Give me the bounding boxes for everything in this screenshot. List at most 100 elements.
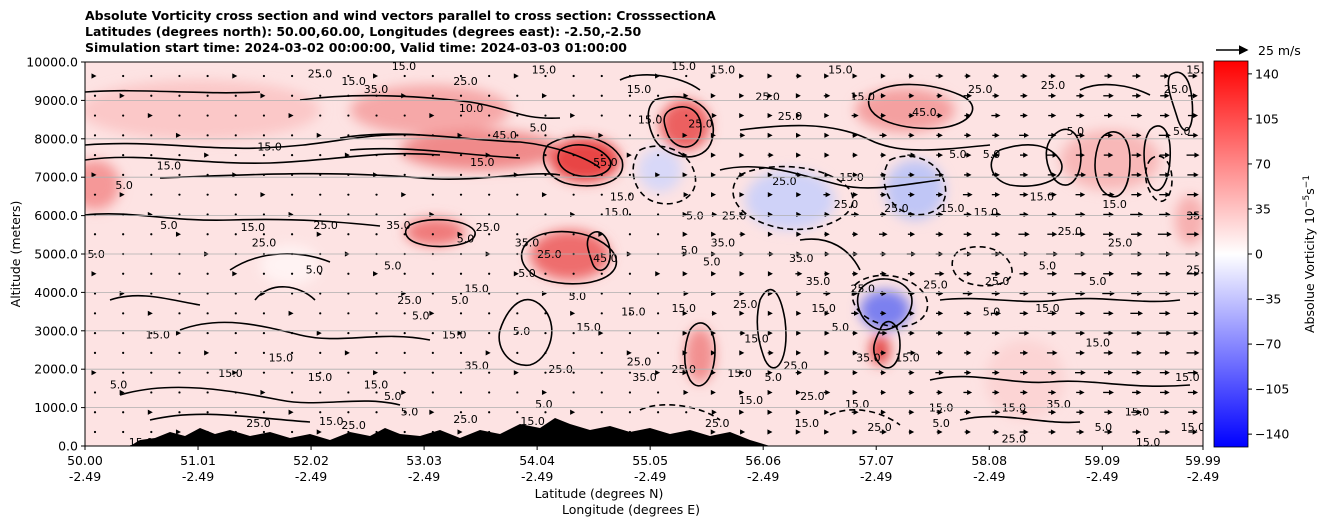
contour-label: 25.0: [453, 413, 478, 426]
wind-vector: [234, 292, 237, 295]
wind-vector: [1020, 370, 1028, 376]
wind-vector: [710, 330, 716, 336]
wind-vector: [431, 371, 434, 374]
wind-vector: [93, 213, 97, 216]
wind-vector: [93, 312, 97, 315]
wind-vector: [1157, 231, 1172, 237]
wind-vector: [288, 112, 294, 119]
x-tick-label-lat: 59.09: [1084, 453, 1120, 468]
wind-vector: [598, 132, 604, 138]
wind-vector: [290, 430, 294, 434]
wind-vector: [431, 94, 434, 97]
wind-vector: [1020, 93, 1028, 99]
wind-vector: [178, 411, 181, 414]
wind-vector: [711, 231, 717, 237]
wind-vector: [122, 411, 125, 414]
field-patch: [1175, 195, 1203, 245]
wind-vector: [457, 231, 463, 237]
wind-vector: [572, 154, 575, 157]
wind-vector: [488, 411, 491, 414]
contour-label: 25.0: [1002, 432, 1027, 445]
wind-vector: [964, 152, 972, 158]
wind-vector: [572, 74, 575, 78]
wind-vector: [403, 213, 406, 216]
wind-vector: [964, 73, 971, 79]
wind-vector: [150, 154, 153, 157]
wind-vector: [823, 93, 831, 99]
wind-vector: [488, 312, 491, 315]
contour-label: 25.0: [1108, 236, 1133, 249]
wind-vector: [1047, 271, 1058, 277]
wind-vector: [316, 132, 322, 138]
wind-vector: [1019, 429, 1029, 435]
wind-vector: [572, 430, 575, 434]
contour-label: 5.0: [703, 256, 721, 269]
wind-vector: [879, 231, 888, 237]
wind-vector: [544, 411, 547, 414]
wind-vector: [516, 312, 519, 315]
wind-vector: [682, 370, 688, 376]
wind-vector: [544, 332, 547, 335]
contour-label: 35.0: [856, 352, 881, 365]
wind-vector: [767, 330, 773, 336]
wind-vector: [373, 370, 379, 376]
wind-vector: [319, 193, 322, 196]
wind-vector: [150, 233, 153, 236]
wind-vector: [880, 389, 887, 396]
wind-vector: [147, 112, 153, 119]
quiver-key-label: 25 m/s: [1258, 43, 1301, 58]
wind-vector: [516, 134, 519, 137]
wind-vector: [516, 292, 519, 295]
wind-vector: [1020, 112, 1028, 119]
wind-vector: [710, 389, 716, 396]
wind-vector: [206, 371, 209, 374]
wind-vector: [628, 134, 632, 137]
wind-vector: [655, 172, 661, 178]
wind-vector: [990, 310, 1002, 316]
wind-vector: [600, 272, 603, 275]
wind-vector: [936, 389, 943, 396]
wind-vector: [262, 154, 266, 157]
contour-label: 5.0: [451, 294, 469, 307]
wind-vector: [796, 350, 802, 356]
wind-vector: [316, 330, 322, 336]
wind-vectors: [91, 73, 1201, 435]
wind-vector: [488, 193, 491, 196]
wind-vector: [232, 172, 238, 178]
contour-label: 35.0: [515, 236, 540, 249]
wind-vector: [344, 152, 350, 158]
quiver-key: 25 m/s: [1216, 43, 1301, 58]
wind-vector: [964, 429, 971, 435]
contour-label: 25.0: [705, 417, 730, 430]
wind-vector: [739, 132, 746, 138]
wind-vector: [1019, 271, 1029, 277]
wind-vector: [796, 231, 802, 237]
colorbar-tick-label: 70: [1255, 156, 1271, 171]
wind-vector: [150, 391, 153, 394]
wind-vector: [879, 429, 887, 435]
wind-vector: [457, 132, 463, 138]
wind-vector: [964, 409, 972, 415]
contour-label: 25.0: [884, 202, 909, 215]
wind-vector: [963, 93, 973, 99]
field-patch: [985, 340, 1065, 420]
wind-vector: [1104, 429, 1113, 435]
wind-vector: [1131, 330, 1142, 336]
wind-vector: [767, 310, 773, 316]
x-tick-label-lat: 53.03: [406, 453, 442, 468]
wind-vector: [459, 94, 463, 97]
terrain: [130, 418, 770, 446]
contour-label: 25.0: [1164, 83, 1189, 96]
wind-vector: [319, 94, 322, 97]
wind-vector: [655, 271, 661, 277]
colorbar-gradient: [1213, 60, 1249, 448]
wind-vector: [711, 112, 717, 119]
wind-vector: [767, 271, 773, 277]
wind-vector: [626, 350, 632, 356]
wind-vector: [375, 312, 378, 315]
wind-vector: [1188, 409, 1198, 415]
wind-vector: [232, 370, 238, 376]
wind-vector: [234, 134, 237, 137]
wind-vector: [488, 391, 491, 394]
wind-vector: [91, 370, 97, 376]
